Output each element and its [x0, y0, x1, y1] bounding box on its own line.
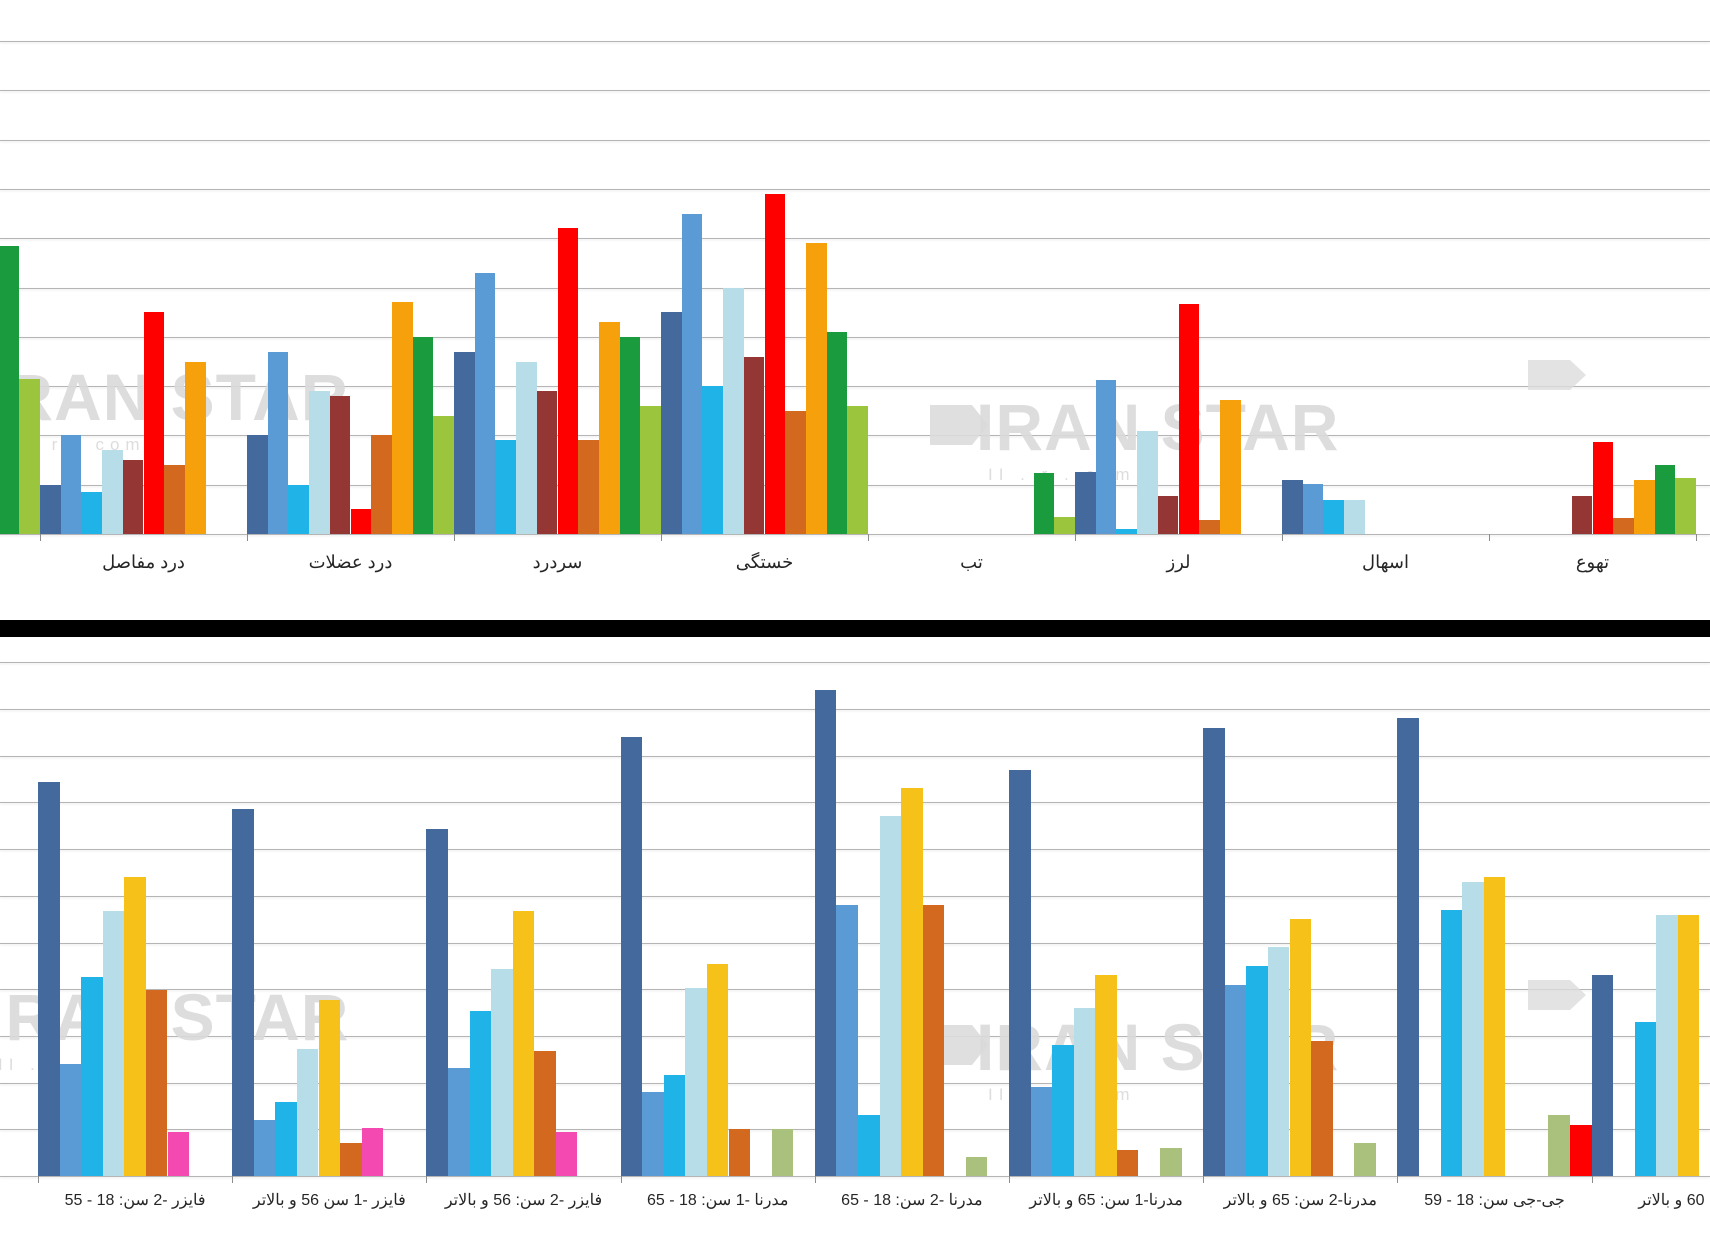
- svg-text:IRAN STAR: IRAN STAR: [0, 360, 349, 434]
